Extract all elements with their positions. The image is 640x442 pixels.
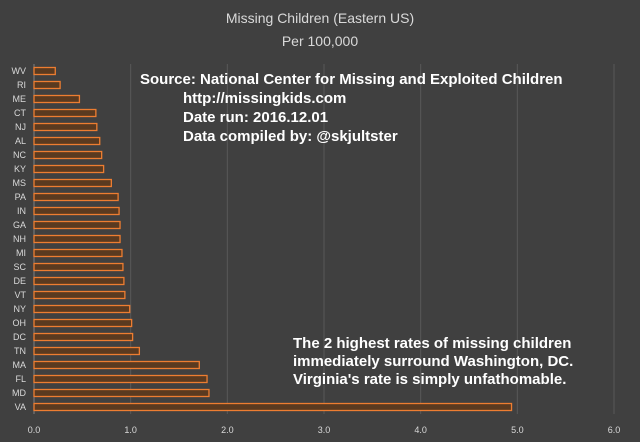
y-tick-label: RI — [17, 80, 26, 90]
x-tick-label: 6.0 — [608, 425, 621, 435]
bar — [33, 360, 200, 370]
source-line-4: Data compiled by: @skjultster — [183, 128, 398, 145]
bar — [33, 66, 56, 76]
note-line-1: The 2 highest rates of missing children — [293, 335, 572, 352]
y-tick-label: NC — [13, 150, 26, 160]
y-tick-label: CT — [14, 108, 26, 118]
y-tick-label: FL — [15, 374, 26, 384]
y-tick-label: DE — [13, 276, 26, 286]
bar — [33, 374, 208, 384]
bar — [33, 388, 210, 398]
note-line-3: Virginia's rate is simply unfathomable. — [293, 371, 567, 388]
bar — [33, 276, 125, 286]
bar — [33, 290, 126, 300]
bar — [33, 248, 123, 258]
y-tick-label: NH — [13, 234, 26, 244]
y-tick-label: KY — [14, 164, 26, 174]
chart-title: Missing Children (Eastern US) — [225, 10, 415, 26]
bar — [33, 220, 121, 230]
y-tick-label: MA — [13, 360, 27, 370]
bar — [33, 192, 119, 202]
y-tick-label: OH — [13, 318, 27, 328]
bar — [33, 178, 112, 188]
y-tick-label: AL — [15, 136, 26, 146]
source-line-1: Source: National Center for Missing and … — [140, 71, 563, 88]
bar — [33, 304, 131, 314]
y-tick-label: MI — [16, 248, 26, 258]
chart-subtitle: Per 100,000 — [281, 33, 359, 49]
y-tick-label: NY — [13, 304, 26, 314]
bar — [33, 402, 513, 412]
bar — [33, 150, 103, 160]
note-line-2: immediately surround Washington, DC. — [293, 353, 574, 370]
y-tick-label: VA — [15, 402, 26, 412]
source-line-3: Date run: 2016.12.01 — [183, 109, 329, 126]
y-tick-label: MD — [12, 388, 26, 398]
x-tick-label: 2.0 — [221, 425, 234, 435]
source-line-2: http://missingkids.com — [183, 90, 347, 107]
bar — [33, 318, 133, 328]
y-tick-label: WV — [12, 66, 27, 76]
x-tick-label: 1.0 — [124, 425, 137, 435]
y-tick-label: NJ — [15, 122, 26, 132]
x-tick-label: 4.0 — [414, 425, 427, 435]
y-tick-label: DC — [13, 332, 26, 342]
y-tick-label: ME — [13, 94, 27, 104]
bar — [33, 94, 81, 104]
y-tick-label: VT — [14, 290, 26, 300]
bar — [33, 80, 61, 90]
x-tick-label: 3.0 — [318, 425, 331, 435]
y-tick-label: TN — [14, 346, 26, 356]
x-tick-label: 5.0 — [511, 425, 524, 435]
y-tick-label: GA — [13, 220, 26, 230]
bar — [33, 346, 141, 356]
bar — [33, 108, 97, 118]
y-tick-label: SC — [13, 262, 26, 272]
x-tick-label: 0.0 — [28, 425, 41, 435]
bar — [33, 234, 121, 244]
bar — [33, 136, 101, 146]
y-tick-label: IN — [17, 206, 26, 216]
bar — [33, 206, 120, 216]
bar — [33, 332, 134, 342]
bar — [33, 164, 105, 174]
bar — [33, 262, 124, 272]
y-tick-label: MS — [13, 178, 27, 188]
y-tick-label: PA — [15, 192, 26, 202]
bar — [33, 122, 98, 132]
